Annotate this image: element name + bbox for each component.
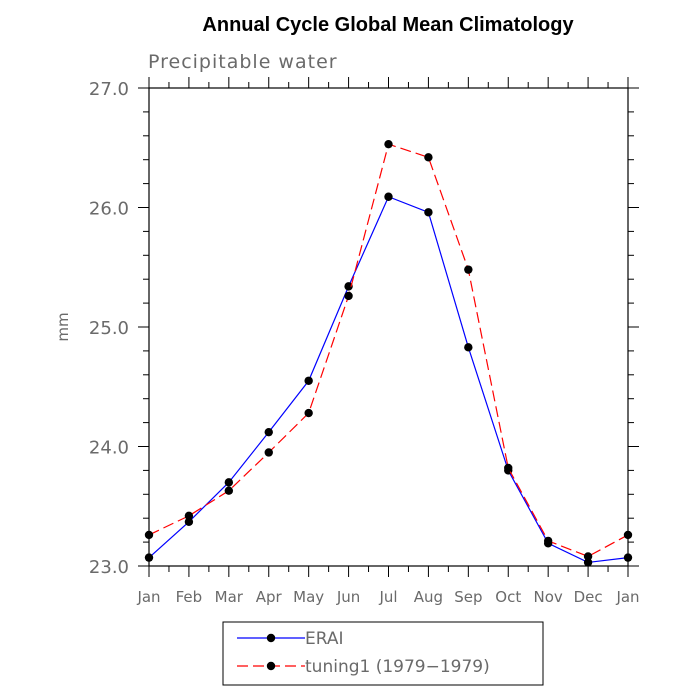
data-point (384, 139, 393, 149)
y-tick-label: 27.0 (89, 79, 129, 100)
x-tick-label: Feb (176, 588, 203, 606)
data-point (583, 558, 593, 567)
data-point (623, 530, 633, 540)
data-point (623, 553, 633, 562)
series-line (148, 195, 629, 564)
data-point (464, 343, 473, 352)
series-tuning1 (144, 139, 633, 561)
legend-label: tuning1 (1979−1979) (305, 657, 490, 677)
data-point (344, 291, 353, 301)
data-point (264, 427, 273, 437)
chart-subtitle: Precipitable water (148, 51, 338, 73)
y-axis-label: mm (54, 312, 72, 341)
x-tick-label: Jul (378, 588, 397, 606)
series-layer (144, 139, 633, 567)
series-line (148, 143, 629, 558)
x-tick-label: Jan (136, 588, 160, 606)
x-tick-label: Mar (215, 588, 244, 606)
data-point (344, 282, 353, 291)
data-point (504, 463, 513, 473)
x-tick-label: Apr (256, 588, 283, 606)
axes: 23.0 24.0 25.0 26.0 27.0 Jan Feb Mar Apr May Jun Ju… (89, 77, 640, 606)
series-erai (144, 192, 633, 567)
data-point (144, 530, 154, 540)
legend-box (222, 621, 544, 686)
x-tick-label: Dec (574, 588, 603, 606)
x-tick-label: Aug (414, 588, 443, 606)
plot-frame (148, 87, 629, 567)
x-tick-label: Oct (495, 588, 521, 606)
data-point (144, 553, 154, 562)
chart-title: Annual Cycle Global Mean Climatology (202, 14, 574, 36)
data-point (464, 265, 473, 274)
data-point (384, 192, 393, 201)
x-tick-label: Nov (534, 588, 563, 606)
y-tick-label: 25.0 (89, 318, 129, 339)
data-point (583, 552, 593, 561)
data-point (543, 536, 553, 546)
legend-marker (266, 633, 276, 643)
legend-marker (266, 661, 276, 671)
legend: ERAI tuning1 (1979−1979) (222, 621, 544, 686)
y-tick-label: 24.0 (89, 438, 129, 459)
data-point (264, 448, 273, 457)
data-point (224, 478, 234, 487)
x-tick-label: Jun (336, 588, 360, 606)
data-point (304, 408, 313, 418)
data-point (424, 153, 433, 162)
data-point (304, 376, 313, 385)
x-tick-label: Jan (615, 588, 639, 606)
y-tick-label: 26.0 (89, 199, 129, 220)
x-tick-label: Sep (454, 588, 482, 606)
x-tick-label: May (293, 588, 324, 606)
data-point (184, 511, 194, 521)
legend-label: ERAI (305, 629, 344, 649)
data-point (424, 208, 433, 217)
data-point (224, 486, 234, 495)
y-tick-label: 23.0 (89, 557, 129, 578)
data-point (184, 517, 194, 526)
